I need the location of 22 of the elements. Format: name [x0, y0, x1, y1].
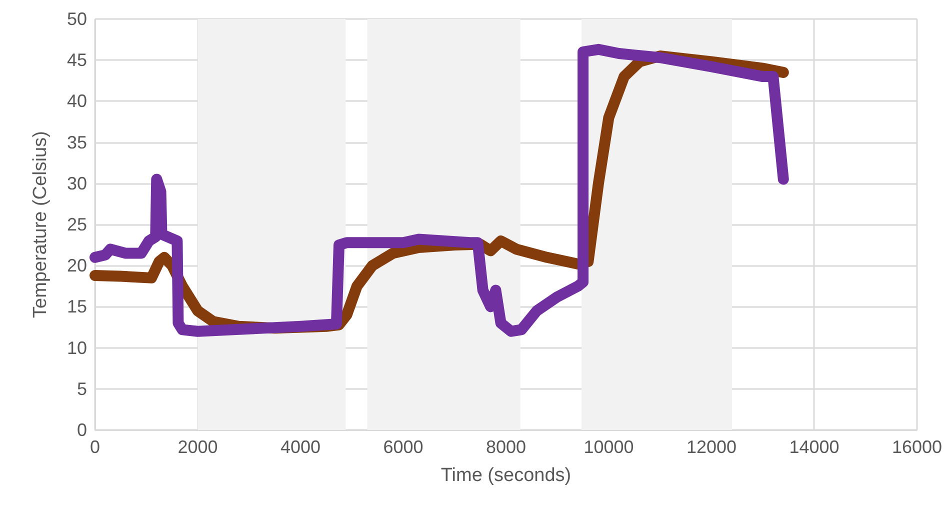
y-tick-label: 35	[66, 132, 87, 152]
x-tick-label: 8000	[486, 437, 526, 457]
y-tick-label: 40	[66, 91, 87, 112]
x-tick-label: 6000	[383, 437, 424, 457]
y-tick-label: 10	[66, 338, 87, 358]
y-axis-title: Temperature (Celsius)	[30, 131, 51, 318]
x-tick-label: 2000	[178, 437, 218, 457]
y-tick-label: 30	[66, 173, 87, 194]
y-tick-label: 45	[66, 50, 87, 70]
x-tick-label: 14000	[789, 437, 840, 457]
x-axis-title: Time (seconds)	[440, 465, 572, 486]
x-tick-label: 4000	[280, 437, 321, 457]
x-tick-label: 0	[90, 437, 100, 457]
x-tick-label: 16000	[892, 437, 942, 457]
y-tick-label: 15	[66, 296, 87, 317]
y-tick-label: 50	[66, 9, 87, 29]
y-tick-label: 5	[76, 378, 87, 399]
y-tick-label: 20	[66, 256, 87, 276]
y-tick-label: 25	[66, 214, 87, 234]
x-tick-label: 10000	[584, 437, 634, 457]
x-tick-label: 12000	[686, 437, 737, 457]
y-tick-label: 0	[76, 420, 87, 440]
